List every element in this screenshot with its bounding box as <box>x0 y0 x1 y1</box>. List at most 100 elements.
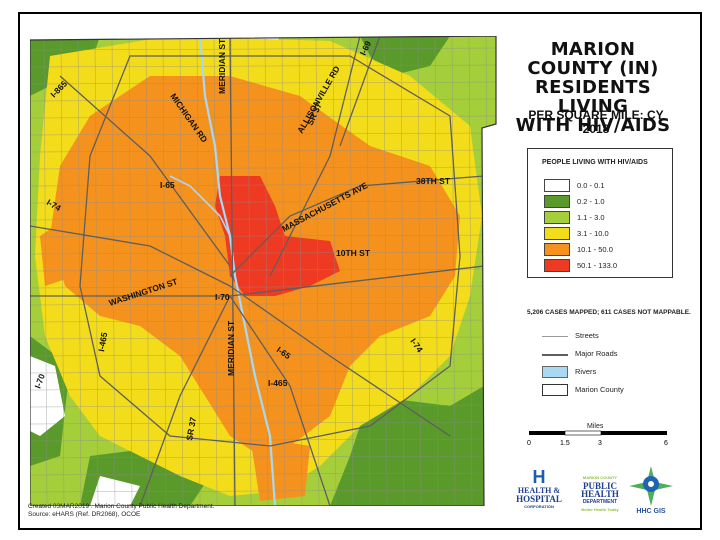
street-line <box>30 234 496 238</box>
street-line <box>298 36 303 506</box>
street-line <box>30 472 496 476</box>
legend-label: 0.2 - 1.0 <box>577 197 605 206</box>
legend-item: 0.2 - 1.0 <box>544 195 664 209</box>
legend-swatch <box>544 259 570 272</box>
street-line <box>162 36 167 506</box>
legend-label: 0.0 - 0.1 <box>577 181 605 190</box>
scale-tick-label: 0 <box>527 440 531 447</box>
street-line <box>30 370 496 374</box>
street-line <box>281 36 286 506</box>
street-line <box>30 268 496 272</box>
street-line <box>145 36 150 506</box>
legend-label: 1.1 - 3.0 <box>577 213 605 222</box>
scale-tick-label: 3 <box>598 440 602 447</box>
cases-note: 5,206 CASES MAPPED; 611 CASES NOT MAPPAB… <box>527 309 691 316</box>
street-line <box>30 302 496 306</box>
road-label: 10TH ST <box>336 248 371 258</box>
scale-segment <box>529 431 565 435</box>
street-line <box>30 404 496 408</box>
street-line <box>94 36 99 506</box>
street-line <box>30 217 496 221</box>
ref-legend-label: Streets <box>575 331 599 340</box>
ref-legend-label: Marion County <box>575 385 624 394</box>
road-label: I-65 <box>160 180 175 190</box>
street-line <box>30 183 496 187</box>
street-line <box>383 36 388 506</box>
map-subtitle: PER SQUARE MILE: CY 2018 <box>528 108 664 136</box>
street-line <box>30 115 496 119</box>
legend-label: 50.1 - 133.0 <box>577 261 618 270</box>
scale-tick-label: 1.5 <box>560 440 570 447</box>
mcphd-logo: MARION COUNTY PUBLIC HEALTH DEPARTMENT B… <box>574 474 626 514</box>
street-line <box>196 36 201 506</box>
street-line <box>30 387 496 391</box>
mcphd-logo-text: DEPARTMENT <box>582 499 618 505</box>
ref-legend-label: Rivers <box>575 367 597 376</box>
legend-swatch <box>544 195 570 208</box>
scale-segment <box>601 431 667 435</box>
map-title: MARION COUNTY (IN) RESIDENTS LIVING WITH… <box>505 40 681 135</box>
title-line: MARION COUNTY (IN) <box>527 39 659 79</box>
road-label: SR 37 <box>184 416 198 441</box>
major-roads-symbol-icon <box>542 354 568 356</box>
street-line <box>30 166 496 170</box>
legend-item: 0.0 - 0.1 <box>544 179 664 193</box>
street-line <box>366 36 371 506</box>
street-line <box>128 36 133 506</box>
legend-title: PEOPLE LIVING WITH HIV/AIDS <box>542 159 648 166</box>
street-line <box>30 336 496 340</box>
credit-line: Source: eHARS (Ref. DR2068), OCOE <box>28 511 141 518</box>
density-legend: PEOPLE LIVING WITH HIV/AIDS 0.0 - 0.1 0.… <box>527 148 673 278</box>
street-line <box>332 36 337 506</box>
choropleth-map[interactable]: MICHIGAN RD MERIDIAN ST ALLISONVILLE RD … <box>30 36 500 506</box>
legend-swatch <box>544 211 570 224</box>
scale-bar: Miles 0 1.5 3 6 <box>527 423 668 447</box>
county-boundary <box>30 36 497 506</box>
legend-label: 10.1 - 50.0 <box>577 245 613 254</box>
density-zone-orange-patch <box>40 216 310 501</box>
gis-logo-text: HHC GIS <box>636 508 666 515</box>
street-line <box>30 353 496 357</box>
streets-symbol-icon <box>542 336 568 337</box>
mcphd-logo-text: HEALTH <box>581 489 619 499</box>
road-label: I-70 <box>32 372 46 389</box>
legend-label: 3.1 - 10.0 <box>577 229 609 238</box>
hhc-mark-icon: H <box>532 467 546 487</box>
title-line: RESIDENTS LIVING <box>534 77 652 117</box>
legend-swatch <box>544 179 570 192</box>
road-label: MERIDIAN ST <box>226 320 236 376</box>
street-line <box>315 36 320 506</box>
street-line <box>30 319 496 323</box>
road-label: I-465 <box>96 331 109 352</box>
street-line <box>30 200 496 204</box>
mcphd-logo-text: MARION COUNTY <box>582 475 618 480</box>
ref-legend-item: Marion County <box>542 384 672 398</box>
scale-segment <box>564 430 602 436</box>
hhc-logo-text: CORPORATION <box>524 504 554 509</box>
street-line <box>111 36 116 506</box>
street-line <box>213 36 218 506</box>
legend-swatch <box>544 227 570 240</box>
map-credits: Created 03MAR2019 . Marion County Public… <box>28 503 214 519</box>
mcphd-logo-text: PUBLIC <box>582 481 617 491</box>
street-line <box>468 36 473 506</box>
road-label: I-70 <box>215 292 230 302</box>
hhc-logo: H HEALTH & HOSPITAL CORPORATION <box>508 468 570 509</box>
street-line <box>30 489 496 493</box>
title-line: WITH HIV/AIDS <box>515 115 671 136</box>
road-label: MERIDIAN ST <box>217 38 227 94</box>
street-line <box>30 455 496 459</box>
street-line <box>247 36 252 506</box>
credit-line: Created 03MAR2019 . Marion County Public… <box>28 503 215 510</box>
street-line <box>417 36 422 506</box>
legend-item: 3.1 - 10.0 <box>544 227 664 241</box>
ref-legend-item: Rivers <box>542 366 672 380</box>
legend-item: 1.1 - 3.0 <box>544 211 664 225</box>
hhc-logo-text: HOSPITAL <box>516 494 562 504</box>
street-line <box>30 285 496 289</box>
ref-legend-item: Major Roads <box>542 348 672 362</box>
compass-pin-icon <box>629 466 673 506</box>
legend-item: 50.1 - 133.0 <box>544 259 664 273</box>
county-outline-symbol-icon <box>542 384 568 396</box>
rivers-symbol-icon <box>542 366 568 378</box>
